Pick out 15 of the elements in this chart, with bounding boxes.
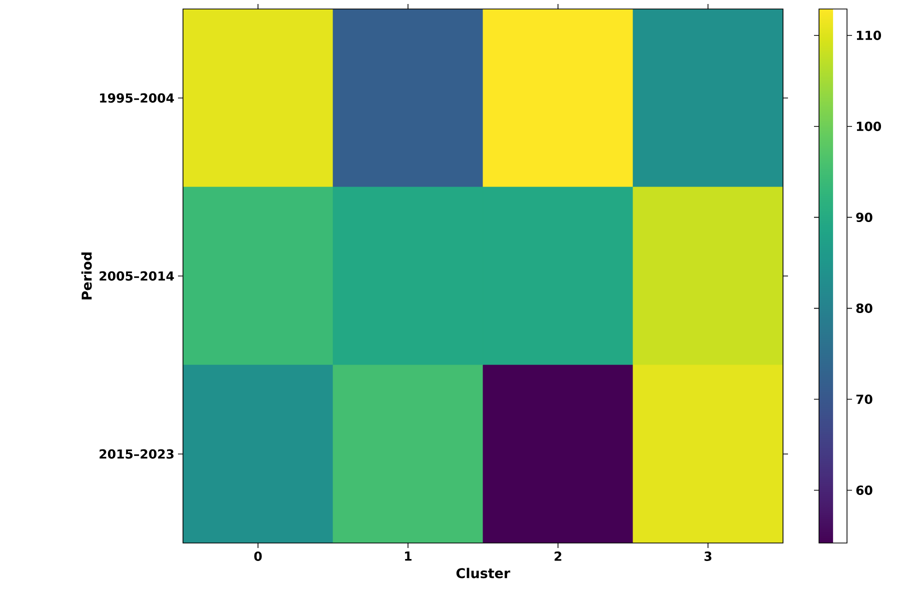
color-bar-label: 80 xyxy=(856,304,872,314)
x-axis-title: Cluster xyxy=(456,568,510,578)
x-tick-label: 0 xyxy=(254,552,262,561)
color-bar-label: 70 xyxy=(856,394,872,404)
color-bar-label: 110 xyxy=(856,30,882,40)
color-bar-label: 90 xyxy=(856,212,872,222)
y-tick-label: 2015–2023 xyxy=(100,449,174,459)
y-tick-label: 1995–2004 xyxy=(100,93,174,103)
y-tick-label: 2005–2014 xyxy=(100,271,174,281)
x-tick-label: 2 xyxy=(554,552,562,561)
x-tick-label: 3 xyxy=(704,552,712,561)
color-bar-label: 100 xyxy=(856,122,882,132)
x-tick-label: 1 xyxy=(405,552,412,561)
y-axis-title: Period xyxy=(81,252,92,300)
color-bar-label: 60 xyxy=(856,486,872,495)
